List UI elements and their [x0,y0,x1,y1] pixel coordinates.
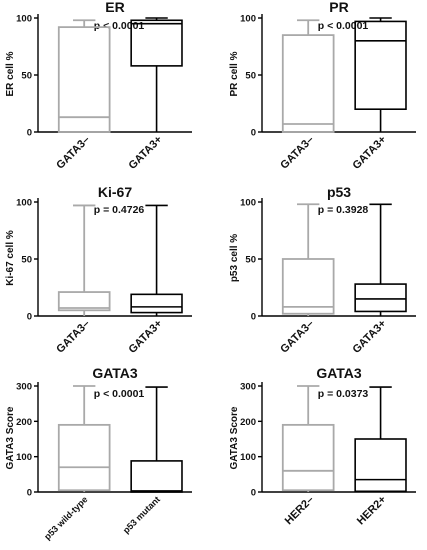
box-left [281,19,335,133]
y-axis-label: PR cell % [229,51,240,96]
iqr-box [57,26,111,133]
y-tick-label: 0 [251,312,256,323]
x-tick-label: p53 mutant [121,494,162,535]
iqr-box [281,423,335,492]
box-right [354,203,407,316]
y-axis-label: p53 cell % [229,234,240,282]
chart-title: GATA3 [316,365,362,381]
box-right [354,17,407,132]
chart-panel: p53 0 50 100 p53 cell % p = 0.3928 GATA3– GATA3… [229,184,416,356]
x-tick-label: HER2– [283,494,317,528]
y-tick-label: 0 [27,312,32,323]
y-tick-label: 100 [240,14,256,25]
y-tick-label: 200 [16,417,32,428]
y-tick-label: 100 [240,452,256,463]
box-left [281,203,335,316]
y-tick-label: 0 [27,128,32,139]
y-tick-label: 50 [245,255,256,266]
chart-title: ER [105,0,124,15]
box-left [281,385,335,492]
iqr-box [281,258,335,315]
y-tick-label: 200 [240,417,256,428]
p-value-label: p = 0.0373 [318,388,369,400]
iqr-box [130,293,183,314]
x-tick-label: HER2+ [355,494,389,528]
x-tick-label: GATA3+ [350,134,388,172]
x-tick-label: GATA3+ [350,318,388,356]
chart-title: p53 [327,184,351,200]
x-tick-label: GATA3– [278,134,316,172]
y-tick-label: 0 [27,488,32,499]
p-value-label: p < 0.0001 [94,388,145,400]
y-tick-label: 100 [240,198,256,209]
x-tick-label: GATA3+ [126,318,164,356]
x-tick-label: GATA3+ [126,134,164,172]
y-tick-label: 300 [240,382,256,393]
p-value-label: p = 0.4726 [94,204,145,216]
y-tick-label: 100 [16,452,32,463]
box-right [354,386,407,493]
y-tick-label: 50 [21,255,32,266]
chart-panel: ER 0 50 100 ER cell % p < 0.0001 GATA3– GATA3+ [5,0,192,172]
p-value-label: p = 0.3928 [318,204,369,216]
y-axis-label: Ki-67 cell % [5,230,16,286]
y-tick-label: 0 [251,128,256,139]
box-right [130,17,183,132]
y-tick-label: 50 [21,71,32,82]
iqr-box [354,20,407,110]
iqr-box [57,291,111,312]
p-value-label: p < 0.0001 [94,20,145,32]
y-tick-label: 50 [245,71,256,82]
chart-panel: GATA3 0 100 200 300 GATA3 Score p < 0.0001 p53 … [5,365,192,542]
chart-title: GATA3 [92,365,138,381]
iqr-box [281,34,335,133]
chart-panel: GATA3 0 100 200 300 GATA3 Score p = 0.0373 HER2… [229,365,416,527]
box-left [57,19,111,133]
box-left [57,204,111,316]
y-axis-label: GATA3 Score [5,406,16,469]
y-axis-label: ER cell % [5,51,16,96]
chart-panel: Ki-67 0 50 100 Ki-67 cell % p = 0.4726 GATA3– G… [5,184,192,356]
iqr-box [354,283,407,313]
box-right [130,204,183,316]
x-tick-label: p53 wild-type [42,494,89,541]
chart-title: PR [329,0,348,15]
x-tick-label: GATA3– [54,134,92,172]
x-tick-label: GATA3– [278,318,316,356]
y-axis-label: GATA3 Score [229,406,240,469]
chart-title: Ki-67 [98,184,132,200]
y-tick-label: 300 [16,382,32,393]
y-tick-label: 0 [251,488,256,499]
y-tick-label: 100 [16,14,32,25]
iqr-box [354,438,407,493]
box-right [130,386,183,493]
y-tick-label: 100 [16,198,32,209]
x-tick-label: GATA3– [54,318,92,356]
box-left [57,385,111,492]
iqr-box [130,460,183,493]
iqr-box [130,19,183,67]
iqr-box [57,423,111,492]
